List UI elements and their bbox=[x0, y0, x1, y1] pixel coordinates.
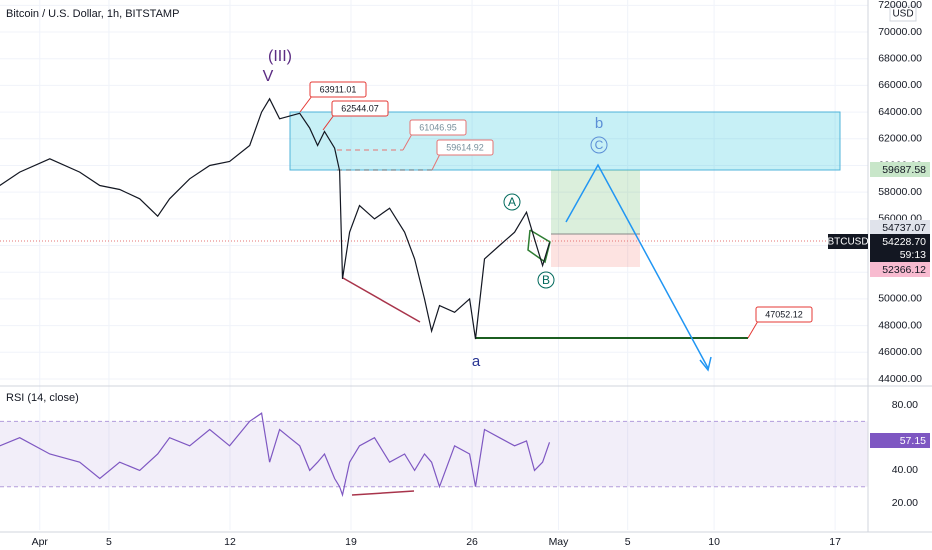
x-tick-label: 5 bbox=[625, 536, 631, 548]
badge-text: 59687.58 bbox=[882, 164, 926, 176]
y-tick-label: 72000.00 bbox=[878, 0, 922, 11]
y-tick-label: 58000.00 bbox=[878, 186, 922, 198]
wedge bbox=[527, 229, 551, 264]
badge-text: 54228.70 bbox=[882, 236, 926, 248]
symbol-badge bbox=[828, 234, 868, 249]
callout-text: 61046.95 bbox=[419, 122, 457, 132]
wave-label: C bbox=[595, 138, 604, 152]
y-tick-label: 48000.00 bbox=[878, 319, 922, 331]
wave-circle bbox=[503, 193, 521, 211]
x-tick-label: 26 bbox=[466, 536, 478, 548]
callout-text: 62544.07 bbox=[341, 103, 379, 113]
rsi-tick-label: 20.00 bbox=[892, 497, 918, 509]
resistance-zone bbox=[289, 111, 841, 171]
badge bbox=[870, 262, 930, 277]
indicator-title[interactable]: RSI (14, close) bbox=[6, 392, 79, 404]
badge-text: 54737.07 bbox=[882, 222, 926, 234]
price-line bbox=[0, 97, 551, 340]
callout-box bbox=[331, 100, 389, 117]
y-tick-label: 68000.00 bbox=[878, 52, 922, 64]
stop-zone bbox=[551, 234, 640, 267]
badge-text: 57.15 bbox=[900, 435, 926, 447]
rsi-band bbox=[0, 421, 868, 487]
x-tick-label: 19 bbox=[345, 536, 357, 548]
wave-label: V bbox=[263, 68, 274, 85]
arrow-head bbox=[699, 356, 712, 372]
badge-text: 52366.12 bbox=[882, 264, 926, 276]
wave-label: A bbox=[508, 195, 516, 209]
callout-text: 63911.01 bbox=[320, 84, 357, 94]
wave-circle bbox=[590, 136, 608, 154]
callout-pointer bbox=[322, 114, 335, 131]
chart-title[interactable]: Bitcoin / U.S. Dollar, 1h, BITSTAMP bbox=[6, 8, 179, 20]
callout-box bbox=[409, 119, 467, 136]
callout-pointer bbox=[431, 153, 441, 171]
y-tick-label: 62000.00 bbox=[878, 133, 922, 145]
rsi-tick-label: 80.00 bbox=[892, 399, 918, 411]
profit-zone bbox=[551, 170, 640, 234]
divergence-line bbox=[351, 490, 415, 496]
x-tick-label: Apr bbox=[32, 536, 49, 548]
y-tick-label: 64000.00 bbox=[878, 106, 922, 118]
wave-label: B bbox=[542, 273, 550, 287]
x-tick-label: 5 bbox=[106, 536, 112, 548]
x-tick-label: 12 bbox=[224, 536, 236, 548]
y-tick-label: 44000.00 bbox=[878, 373, 922, 385]
x-tick-label: May bbox=[549, 536, 570, 548]
x-tick-label: 10 bbox=[708, 536, 720, 548]
wave-label: b bbox=[595, 115, 603, 132]
y-tick-label: 50000.00 bbox=[878, 293, 922, 305]
countdown: 59:13 bbox=[900, 249, 926, 261]
currency-box[interactable] bbox=[889, 5, 917, 22]
badge bbox=[870, 234, 930, 262]
symbol: BTCUSD bbox=[827, 237, 868, 248]
y-tick-label: 46000.00 bbox=[878, 346, 922, 358]
callout-pointer bbox=[747, 320, 759, 339]
badge bbox=[870, 220, 930, 235]
callout-text: 47052.12 bbox=[765, 309, 803, 319]
x-tick-label: 17 bbox=[829, 536, 841, 548]
callout-pointer bbox=[299, 95, 313, 113]
callout-text: 59614.92 bbox=[446, 142, 484, 152]
wave-label: (III) bbox=[268, 48, 292, 65]
divergence-line bbox=[342, 277, 421, 323]
currency[interactable]: USD bbox=[892, 9, 913, 20]
series bbox=[0, 97, 551, 498]
y-tick-label: 70000.00 bbox=[878, 26, 922, 38]
callout-box bbox=[436, 139, 494, 156]
rsi-tick-label: 40.00 bbox=[892, 464, 918, 476]
callout-box bbox=[755, 306, 813, 323]
projection-arrow bbox=[565, 163, 709, 369]
badge bbox=[870, 162, 930, 177]
y-tick-label: 66000.00 bbox=[878, 79, 922, 91]
callout-pointer bbox=[402, 133, 413, 151]
rsi-line bbox=[0, 412, 551, 498]
wave-circle bbox=[537, 271, 555, 289]
callout-box bbox=[309, 81, 367, 98]
wave-label: a bbox=[472, 353, 481, 370]
badge bbox=[870, 433, 930, 448]
